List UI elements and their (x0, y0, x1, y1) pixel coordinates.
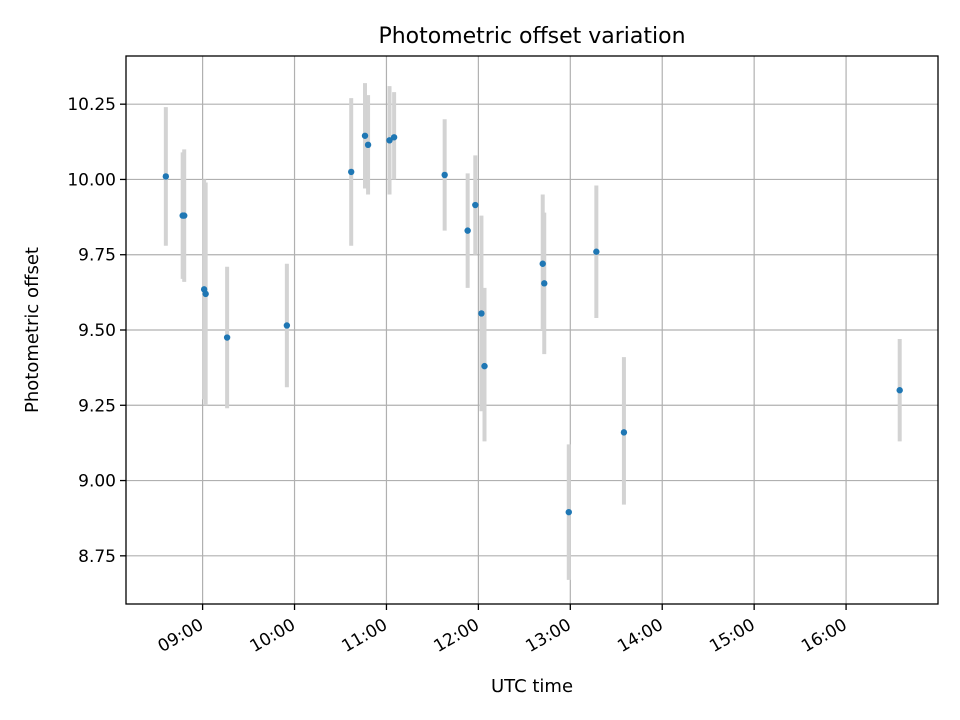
data-point (478, 310, 485, 317)
x-tick-label: 15:00 (706, 615, 758, 657)
data-point (565, 508, 572, 516)
data-point (481, 362, 488, 370)
data-point (361, 132, 369, 139)
y-tick-label: 9.25 (78, 396, 116, 416)
x-axis-label: UTC time (491, 676, 573, 697)
x-tick-label: 12:00 (430, 615, 482, 657)
data-point (223, 334, 231, 341)
data-point (896, 387, 903, 394)
x-tick-label: 16:00 (798, 615, 850, 657)
data-point (386, 137, 393, 144)
data-point (472, 201, 479, 209)
errorbar-layer (163, 83, 902, 580)
y-tick-label: 8.75 (78, 547, 116, 567)
data-point (283, 322, 291, 329)
x-tick-label: 10:00 (247, 615, 299, 657)
point-layer (162, 132, 903, 516)
x-tick-label: 13:00 (522, 615, 574, 657)
y-axis-label: Photometric offset (22, 247, 43, 413)
y-tick-label: 9.75 (78, 246, 116, 266)
data-point (441, 171, 448, 179)
x-tick-label: 11:00 (339, 615, 391, 657)
data-point (202, 290, 209, 298)
data-point (593, 248, 600, 255)
data-point (348, 168, 355, 176)
data-point (541, 280, 548, 287)
data-point (390, 134, 398, 141)
chart-title: Photometric offset variation (378, 24, 685, 49)
data-point (539, 260, 546, 267)
data-point (162, 173, 170, 180)
y-tick-label: 10.00 (67, 170, 116, 190)
data-point (620, 429, 628, 436)
grid-layer (126, 56, 938, 604)
y-tick-label: 10.25 (67, 95, 116, 115)
y-tick-label: 9.50 (78, 321, 116, 341)
x-tick-label: 09:00 (155, 615, 207, 657)
data-point (181, 212, 188, 219)
x-tick-label: 14:00 (614, 615, 666, 657)
data-point (464, 227, 471, 234)
y-tick-label: 9.00 (78, 472, 116, 492)
data-point (364, 141, 372, 149)
